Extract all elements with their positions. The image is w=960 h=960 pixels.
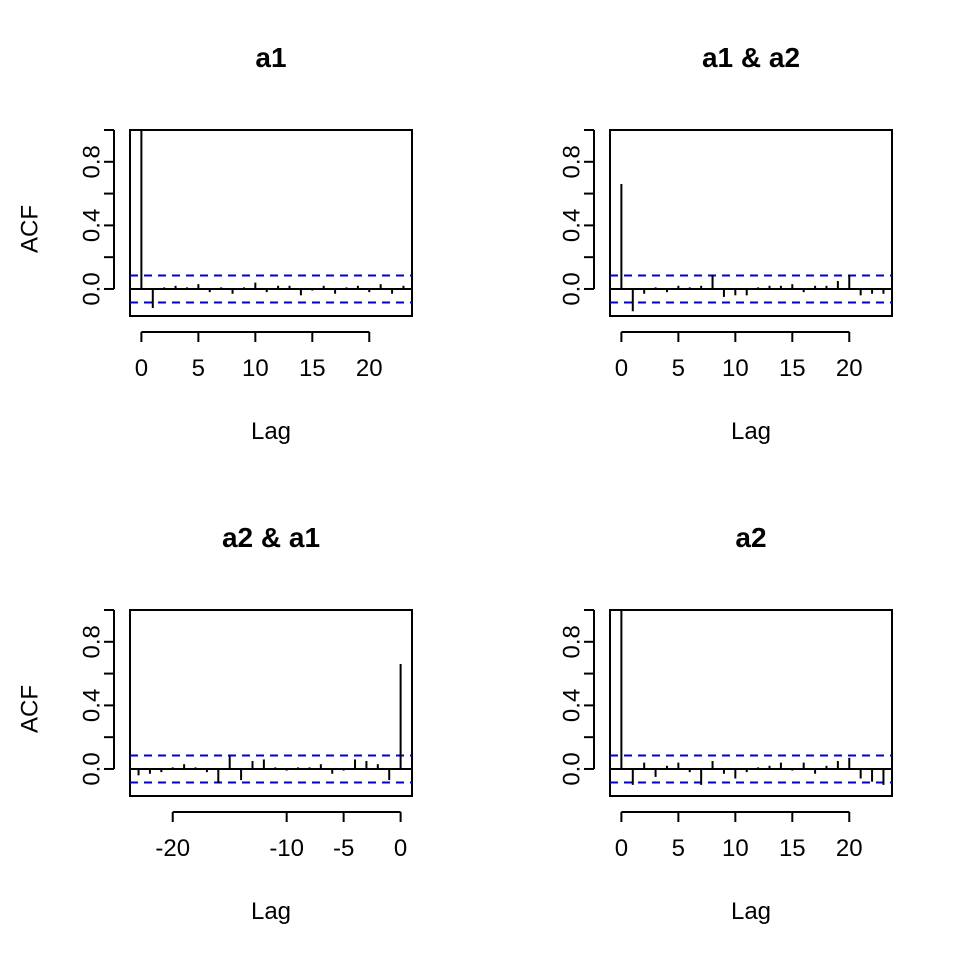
acf-panel-2: -20 -10 -5 0 0.0 0.4 0.8 a2 & a1 Lag ACF (17, 522, 413, 925)
x-tick-label: 0 (135, 355, 148, 382)
acf-panel-0: 0 5 10 15 20 0.0 0.4 0.8 a1 Lag ACF (17, 42, 413, 445)
x-tick-label: 20 (836, 355, 863, 382)
panel-title: a2 & a1 (222, 522, 320, 553)
y-tick-label: 0.4 (559, 689, 586, 722)
plot-frame (129, 129, 413, 317)
x-tick-label: 15 (299, 355, 326, 382)
x-axis-label: Lag (731, 898, 771, 925)
panel-title: a1 & a2 (702, 42, 800, 73)
panel-title: a1 (255, 42, 286, 73)
y-tick-label: 0.0 (559, 752, 586, 785)
x-tick-label: -10 (269, 835, 304, 862)
plot-frame (129, 609, 413, 797)
x-tick-label: 5 (672, 835, 685, 862)
x-axis-label: Lag (251, 418, 291, 445)
y-tick-label: 0.0 (79, 272, 106, 305)
x-tick-label: 15 (779, 355, 806, 382)
x-tick-label: -5 (333, 835, 354, 862)
plot-frame (609, 609, 893, 797)
x-axis-label: Lag (731, 418, 771, 445)
y-tick-label: 0.4 (559, 209, 586, 242)
y-tick-label: 0.8 (559, 145, 586, 178)
x-tick-label: 10 (722, 355, 749, 382)
x-tick-label: 0 (394, 835, 407, 862)
y-axis-label: ACF (17, 205, 44, 253)
x-tick-label: 10 (242, 355, 269, 382)
acf-panel-1: 0 5 10 15 20 0.0 0.4 0.8 a1 & a2 Lag (559, 42, 893, 445)
x-tick-label: 15 (779, 835, 806, 862)
x-tick-label: 20 (356, 355, 383, 382)
y-tick-label: 0.0 (79, 752, 106, 785)
acf-panel-3: 0 5 10 15 20 0.0 0.4 0.8 a2 Lag (559, 522, 893, 925)
plot-frame (609, 129, 893, 317)
y-tick-label: 0.8 (79, 145, 106, 178)
x-tick-label: 10 (722, 835, 749, 862)
y-tick-label: 0.8 (559, 625, 586, 658)
x-axis-label: Lag (251, 898, 291, 925)
x-tick-label: 5 (192, 355, 205, 382)
y-tick-label: 0.8 (79, 625, 106, 658)
y-tick-label: 0.0 (559, 272, 586, 305)
x-tick-label: 0 (615, 835, 628, 862)
x-tick-label: 20 (836, 835, 863, 862)
y-axis-label: ACF (17, 685, 44, 733)
y-tick-label: 0.4 (79, 209, 106, 242)
y-tick-label: 0.4 (79, 689, 106, 722)
panel-title: a2 (735, 522, 766, 553)
x-tick-label: -20 (155, 835, 190, 862)
x-tick-label: 5 (672, 355, 685, 382)
x-tick-label: 0 (615, 355, 628, 382)
